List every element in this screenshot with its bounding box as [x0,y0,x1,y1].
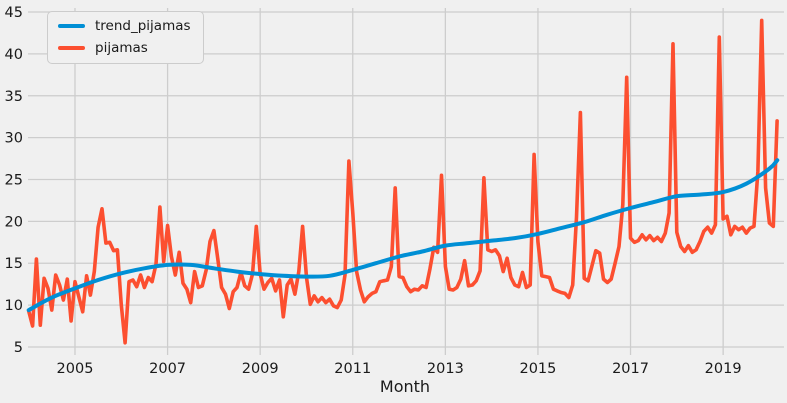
y-tick-label: 40 [5,47,23,63]
trend-pijamas-series-line [26,158,780,313]
x-tick-label: 2015 [519,361,556,377]
x-tick-label: 2009 [242,361,279,377]
legend-item-trend-pijamas: trend_pijamas [58,19,191,34]
x-tick-label: 2017 [612,361,649,377]
legend-item-pijamas: pijamas [58,39,191,56]
y-tick-label: 35 [5,89,23,105]
y-tick-label: 5 [14,340,23,356]
y-tick-label: 15 [5,256,23,272]
trend-pijamas-line-swatch [58,24,85,29]
legend: trend_pijamas pijamas [47,11,204,64]
y-tick-label: 10 [5,298,23,314]
y-tick-label: 45 [5,5,23,21]
legend-label-pijamas: pijamas [95,39,148,56]
y-tick-label: 20 [5,214,23,230]
pijamas-line-swatch [58,46,85,51]
x-tick-label: 2005 [57,361,94,377]
y-tick-label: 25 [5,172,23,188]
legend-label-trend-pijamas: trend_pijamas [95,18,191,34]
y-tick-label: 30 [5,131,23,147]
x-axis-title: Month [379,377,431,396]
x-tick-label: 2019 [705,361,742,377]
x-tick-label: 2007 [149,361,186,377]
pijamas-series-line [26,18,779,345]
x-tick-label: 2013 [427,361,464,377]
x-tick-label: 2011 [334,361,371,377]
